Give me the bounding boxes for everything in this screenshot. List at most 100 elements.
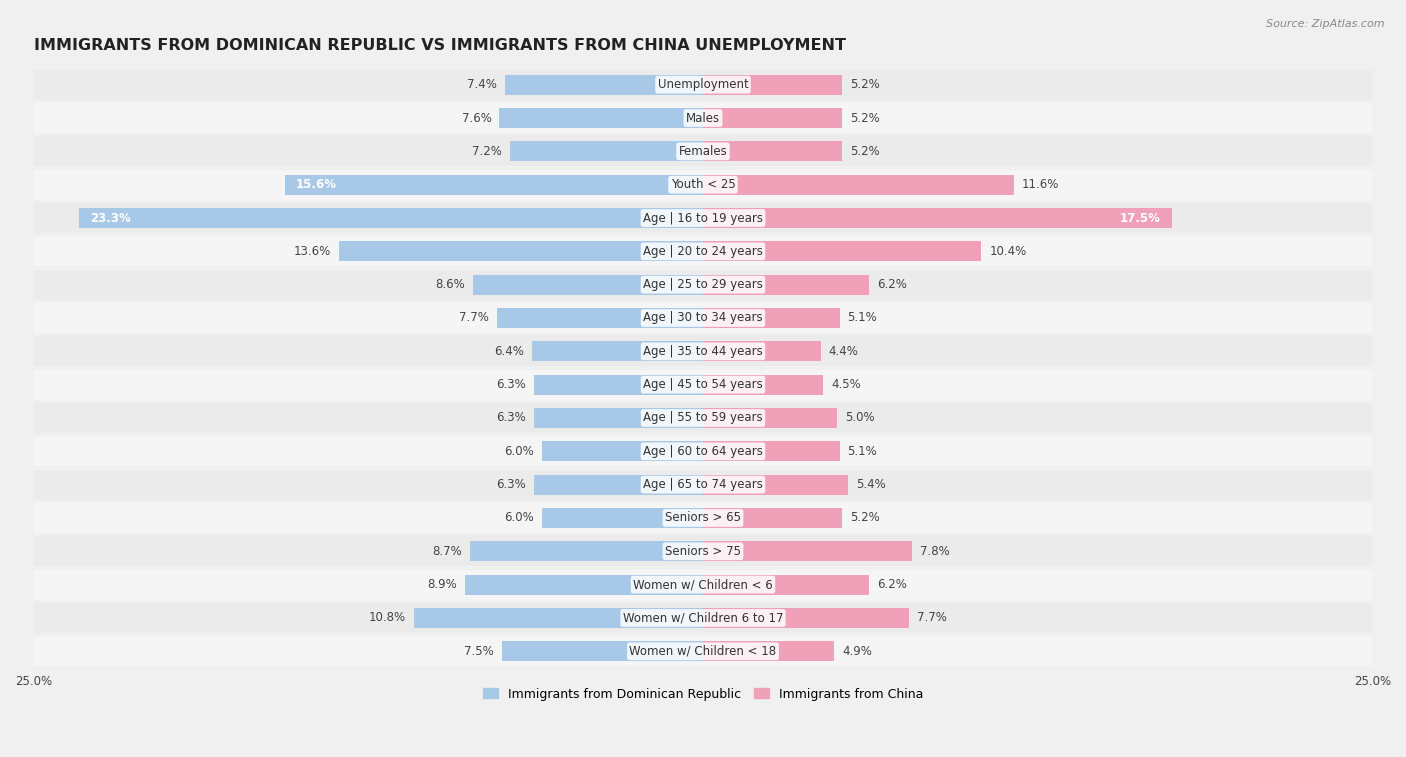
Text: 7.5%: 7.5% [464,645,494,658]
Text: 6.4%: 6.4% [494,345,523,358]
Bar [703,142,842,161]
Bar [285,175,703,195]
Bar [703,175,1014,195]
Text: Women w/ Children 6 to 17: Women w/ Children 6 to 17 [623,612,783,625]
Legend: Immigrants from Dominican Republic, Immigrants from China: Immigrants from Dominican Republic, Immi… [478,683,928,706]
Bar [534,375,703,394]
Text: 5.4%: 5.4% [856,478,886,491]
Bar [703,208,1171,228]
Text: Age | 30 to 34 years: Age | 30 to 34 years [643,311,763,325]
Bar [34,103,1372,133]
Text: Seniors > 75: Seniors > 75 [665,545,741,558]
Text: 5.0%: 5.0% [845,412,875,425]
Text: Seniors > 65: Seniors > 65 [665,512,741,525]
Bar [472,275,703,294]
Bar [464,575,703,594]
Bar [534,475,703,494]
Bar [510,142,703,161]
Bar [34,603,1372,633]
Text: 6.3%: 6.3% [496,478,526,491]
Text: 7.8%: 7.8% [920,545,949,558]
Bar [34,70,1372,100]
Text: 7.6%: 7.6% [461,111,492,125]
Bar [703,641,834,662]
Text: 5.2%: 5.2% [851,145,880,158]
Text: 7.7%: 7.7% [917,612,948,625]
Text: Age | 55 to 59 years: Age | 55 to 59 years [643,412,763,425]
Bar [34,436,1372,466]
Bar [34,269,1372,300]
Bar [499,108,703,128]
Text: 7.4%: 7.4% [467,78,496,91]
Bar [531,341,703,361]
Bar [703,241,981,261]
Text: 5.2%: 5.2% [851,78,880,91]
Bar [34,569,1372,600]
Bar [703,541,912,561]
Text: Age | 25 to 29 years: Age | 25 to 29 years [643,278,763,291]
Bar [79,208,703,228]
Bar [496,308,703,328]
Text: Age | 20 to 24 years: Age | 20 to 24 years [643,245,763,258]
Bar [34,303,1372,333]
Text: 6.0%: 6.0% [505,512,534,525]
Text: Source: ZipAtlas.com: Source: ZipAtlas.com [1267,19,1385,29]
Text: 8.6%: 8.6% [434,278,464,291]
Text: Age | 45 to 54 years: Age | 45 to 54 years [643,378,763,391]
Text: Women w/ Children < 6: Women w/ Children < 6 [633,578,773,591]
Bar [703,441,839,461]
Text: 10.8%: 10.8% [368,612,406,625]
Text: 6.2%: 6.2% [877,278,907,291]
Bar [34,637,1372,666]
Bar [703,508,842,528]
Text: 4.5%: 4.5% [831,378,862,391]
Bar [339,241,703,261]
Text: Women w/ Children < 18: Women w/ Children < 18 [630,645,776,658]
Bar [34,536,1372,566]
Text: IMMIGRANTS FROM DOMINICAN REPUBLIC VS IMMIGRANTS FROM CHINA UNEMPLOYMENT: IMMIGRANTS FROM DOMINICAN REPUBLIC VS IM… [34,38,845,53]
Bar [34,236,1372,266]
Bar [34,336,1372,366]
Text: 13.6%: 13.6% [294,245,330,258]
Text: Youth < 25: Youth < 25 [671,178,735,192]
Text: 6.0%: 6.0% [505,445,534,458]
Bar [34,203,1372,233]
Text: 17.5%: 17.5% [1121,211,1161,225]
Bar [470,541,703,561]
Text: Unemployment: Unemployment [658,78,748,91]
Bar [34,469,1372,500]
Bar [703,108,842,128]
Bar [34,503,1372,533]
Bar [543,508,703,528]
Text: 6.3%: 6.3% [496,412,526,425]
Bar [703,575,869,594]
Bar [505,75,703,95]
Text: 7.7%: 7.7% [458,311,489,325]
Text: 4.9%: 4.9% [842,645,872,658]
Text: Males: Males [686,111,720,125]
Bar [413,608,703,628]
Text: 8.9%: 8.9% [427,578,457,591]
Bar [703,608,910,628]
Text: 5.1%: 5.1% [848,445,877,458]
Bar [703,475,848,494]
Bar [703,75,842,95]
Text: Age | 35 to 44 years: Age | 35 to 44 years [643,345,763,358]
Text: 5.2%: 5.2% [851,111,880,125]
Text: 5.2%: 5.2% [851,512,880,525]
Text: 23.3%: 23.3% [90,211,131,225]
Text: 15.6%: 15.6% [297,178,337,192]
Bar [34,136,1372,167]
Bar [703,375,824,394]
Text: Age | 16 to 19 years: Age | 16 to 19 years [643,211,763,225]
Bar [543,441,703,461]
Bar [502,641,703,662]
Bar [534,408,703,428]
Bar [34,403,1372,433]
Text: Age | 65 to 74 years: Age | 65 to 74 years [643,478,763,491]
Bar [34,170,1372,200]
Text: 4.4%: 4.4% [830,345,859,358]
Text: 6.2%: 6.2% [877,578,907,591]
Bar [703,408,837,428]
Text: 6.3%: 6.3% [496,378,526,391]
